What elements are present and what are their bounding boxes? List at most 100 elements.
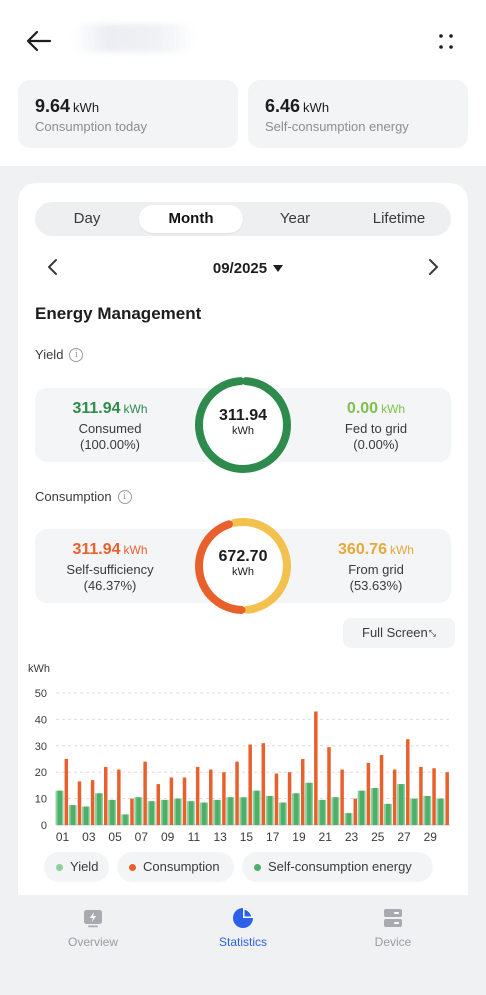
consumption-info-icon[interactable]: i: [117, 489, 132, 504]
consumption-bar: [287, 772, 292, 825]
yield-consumed-unit: kWh: [123, 402, 148, 416]
legend-yield[interactable]: Yield: [44, 852, 109, 882]
x-tick-label: 07: [135, 830, 149, 844]
y-tick-label: 20: [35, 767, 47, 779]
self-sufficiency-ring: [195, 518, 291, 614]
self-consumption-bar: [57, 790, 63, 825]
statistics-card: Day Month Year Lifetime 09/2025 Energy M…: [18, 183, 468, 943]
y-tick-label: 0: [41, 820, 47, 832]
self-consumption-bar: [241, 797, 246, 825]
from-grid-column: 360.76 kWh From grid (53.63%): [301, 541, 451, 593]
nav-device-label: Device: [374, 935, 412, 949]
consumption-bar: [379, 755, 384, 825]
self-consumption-bar: [333, 797, 338, 825]
back-arrow-icon[interactable]: [24, 26, 54, 56]
consumption-bar: [314, 711, 318, 825]
expand-icon: ⤡: [428, 628, 436, 638]
self-consumption-bar: [96, 793, 102, 825]
period-tabs: Day Month Year Lifetime: [35, 202, 451, 236]
x-tick-label: 13: [213, 830, 227, 844]
self-consumption-bar: [123, 814, 128, 825]
consumption-bar: [340, 769, 344, 825]
nav-overview-label: Overview: [67, 935, 118, 949]
x-tick-label: 29: [424, 830, 438, 844]
consumption-bar: [353, 798, 357, 825]
yield-fed-unit: kWh: [381, 402, 406, 416]
x-tick-label: 09: [161, 830, 175, 844]
consumption-bar: [327, 747, 331, 825]
yield-fed-column: 0.00 kWh Fed to grid (0.00%): [301, 400, 451, 452]
yield-total-value: 311.94: [218, 407, 268, 424]
self-consumption-bar: [136, 797, 141, 825]
nav-overview[interactable]: Overview: [43, 907, 143, 949]
overview-icon: [84, 910, 102, 928]
self-consumption-bar: [267, 795, 273, 825]
self-consumption-value: 6.46: [265, 96, 301, 116]
self-sufficiency-label: Self-sufficiency: [66, 562, 154, 577]
consumption-today-card: 9.64 kWh Consumption today: [18, 80, 238, 148]
more-options-icon[interactable]: [432, 28, 460, 56]
next-month-icon[interactable]: [423, 257, 443, 277]
nav-statistics[interactable]: Statistics: [193, 907, 293, 949]
yield-info-icon[interactable]: i: [69, 347, 84, 362]
consumption-bar: [222, 772, 226, 825]
self-consumption-bar: [359, 790, 365, 825]
consumption-bar: [261, 743, 266, 825]
consumption-bar: [209, 769, 213, 825]
full-screen-button[interactable]: Full Screen⤡: [343, 618, 455, 648]
nav-device[interactable]: Device: [343, 907, 443, 949]
consumption-bar: [235, 761, 239, 825]
yield-fed-pct: (0.00%): [353, 437, 399, 452]
consumption-label: Consumption i: [35, 489, 132, 504]
month-selector[interactable]: 09/2025: [198, 257, 298, 279]
self-consumption-bar: [425, 795, 430, 825]
consumption-bar: [77, 781, 82, 825]
energy-management-title: Energy Management: [35, 304, 202, 323]
tab-year[interactable]: Year: [279, 210, 311, 227]
self-consumption-bar: [346, 813, 351, 825]
consumption-label-text: Consumption: [35, 489, 112, 504]
self-consumption-bar: [149, 801, 154, 825]
self-consumption-bar: [280, 802, 286, 825]
legend-self-consumption-dot: [254, 864, 261, 871]
self-sufficiency-unit: kWh: [123, 543, 148, 557]
self-consumption-bar: [307, 782, 312, 825]
x-tick-label: 27: [397, 830, 411, 844]
yield-label-text: Yield: [35, 347, 64, 362]
x-tick-label: 17: [266, 830, 280, 844]
consumption-donut-center: 672.70 kWh: [193, 548, 293, 578]
consumption-bar: [103, 766, 108, 825]
self-consumption-bar: [372, 788, 378, 825]
consumption-bar: [419, 766, 423, 825]
from-grid-value: 360.76: [338, 541, 387, 558]
yield-donut-center: 311.94 kWh: [193, 407, 293, 437]
legend-consumption[interactable]: Consumption: [117, 852, 234, 882]
legend-self-consumption[interactable]: Self-consumption energy: [242, 852, 433, 882]
blurred-station-title: [72, 24, 196, 52]
consumption-bar: [432, 768, 436, 825]
self-consumption-bar: [175, 798, 181, 825]
tab-lifetime[interactable]: Lifetime: [372, 210, 426, 227]
consumption-bar: [300, 759, 305, 825]
consumption-total-value: 672.70: [218, 548, 268, 565]
self-consumption-bar: [228, 797, 233, 825]
x-tick-label: 21: [319, 830, 333, 844]
consumption-donut: [195, 518, 291, 614]
tab-day[interactable]: Day: [73, 210, 101, 227]
consumption-total-unit: kWh: [232, 566, 254, 578]
chart-bars: [55, 711, 449, 825]
previous-month-icon[interactable]: [43, 257, 63, 277]
bottom-navigation: Overview Statistics Device: [0, 895, 486, 995]
consumption-bar: [182, 777, 187, 825]
x-tick-label: 15: [240, 830, 254, 844]
self-consumption-bar: [215, 799, 220, 825]
y-tick-label: 40: [35, 714, 47, 726]
consumption-today-label: Consumption today: [35, 119, 148, 134]
legend-consumption-label: Consumption: [143, 859, 220, 874]
consumption-bar: [143, 761, 147, 825]
y-tick-label: 50: [35, 688, 47, 700]
yield-consumed-value: 311.94: [72, 400, 121, 417]
chart-x-tick-labels: 01 03 05 07 09 11 13 15 17 19 21 23 25 27 29: [56, 830, 437, 844]
from-grid-unit: kWh: [389, 543, 414, 557]
tab-month[interactable]: Month: [139, 205, 243, 233]
